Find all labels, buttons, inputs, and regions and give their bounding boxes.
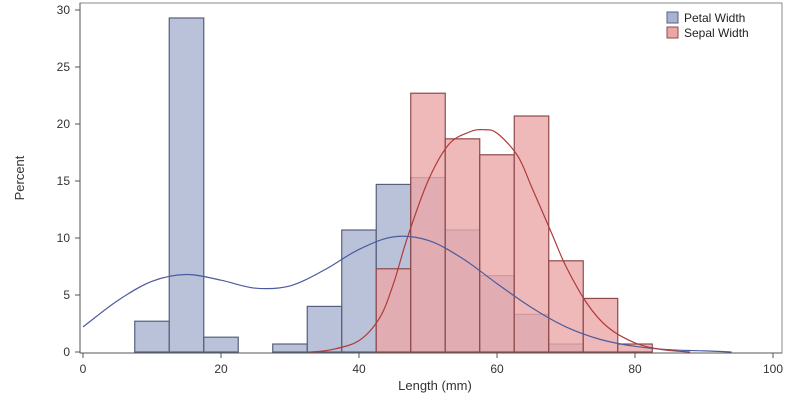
x-tick-label: 60 bbox=[490, 362, 504, 376]
y-tick-label: 0 bbox=[63, 345, 70, 359]
petal-width-bar bbox=[168, 17, 205, 353]
x-tick-label: 40 bbox=[352, 362, 366, 376]
x-tick-label: 20 bbox=[214, 362, 228, 376]
y-tick-label: 10 bbox=[57, 231, 71, 245]
density-curves-layer bbox=[82, 129, 732, 353]
y-axis-title: Percent bbox=[12, 155, 27, 200]
x-tick-label: 100 bbox=[763, 362, 783, 376]
axes-layer: 0 20 40 60 80 100 0 5 10 15 20 25 30 bbox=[57, 3, 783, 376]
sepal-width-bar bbox=[444, 138, 481, 353]
legend-swatch-petal-width bbox=[666, 11, 679, 24]
petal-width-bar bbox=[306, 305, 343, 353]
petal-width-bar bbox=[272, 343, 308, 353]
sepal-width-bar bbox=[548, 260, 584, 353]
sepal-width-bar bbox=[582, 297, 619, 353]
petal-width-bar bbox=[203, 336, 239, 353]
sepal-width-bar bbox=[513, 115, 550, 353]
petal-width-bar bbox=[134, 320, 170, 353]
petal-width-bar bbox=[341, 229, 377, 353]
petal-width-density-curve bbox=[82, 235, 732, 353]
y-tick-label: 20 bbox=[57, 117, 71, 131]
legend-swatch-sepal-width bbox=[666, 26, 679, 39]
bars-layer bbox=[134, 17, 653, 353]
y-tick-label: 25 bbox=[57, 60, 71, 74]
legend-label-sepal-width: Sepal Width bbox=[684, 26, 749, 40]
x-axis-title: Length (mm) bbox=[398, 378, 472, 393]
sepal-width-bar bbox=[375, 268, 412, 353]
y-tick-label: 5 bbox=[63, 288, 70, 302]
y-tick-label: 15 bbox=[57, 174, 71, 188]
sepal-width-bar bbox=[410, 92, 446, 353]
x-tick-label: 0 bbox=[80, 362, 87, 376]
legend-label-petal-width: Petal Width bbox=[684, 11, 745, 25]
sepal-width-bar bbox=[479, 154, 515, 353]
sepal-width-density-curve bbox=[310, 129, 691, 353]
y-tick-label: 30 bbox=[57, 3, 71, 17]
x-tick-label: 80 bbox=[628, 362, 642, 376]
